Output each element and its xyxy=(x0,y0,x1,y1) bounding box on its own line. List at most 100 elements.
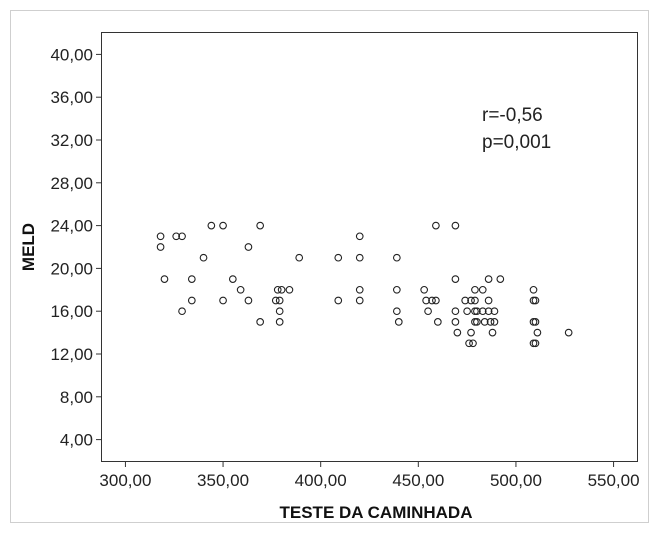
data-point xyxy=(480,318,489,326)
data-point xyxy=(156,243,165,251)
data-point xyxy=(172,232,181,241)
data-point xyxy=(451,307,460,316)
data-point xyxy=(428,296,436,305)
data-point xyxy=(199,253,208,262)
x-tick-label: 300,00 xyxy=(99,471,151,490)
data-point xyxy=(394,318,403,326)
data-point xyxy=(433,318,442,326)
data-point xyxy=(469,339,477,348)
data-point xyxy=(392,253,401,262)
x-tick-label: 550,00 xyxy=(588,471,640,490)
data-point xyxy=(277,285,286,294)
data-point xyxy=(392,285,401,294)
y-tick-label: 40,00 xyxy=(50,45,93,64)
data-point xyxy=(275,307,284,316)
y-tick-label: 36,00 xyxy=(50,88,93,107)
data-point xyxy=(160,275,169,283)
data-point xyxy=(432,221,440,230)
data-point xyxy=(451,221,460,230)
data-point xyxy=(490,307,499,316)
data-points xyxy=(156,221,573,348)
data-point xyxy=(424,307,432,316)
y-tick-label: 4,00 xyxy=(60,431,93,450)
data-point xyxy=(453,328,462,337)
data-point xyxy=(355,296,364,305)
data-point xyxy=(463,307,471,316)
data-point xyxy=(484,296,493,305)
data-point xyxy=(187,296,196,305)
correlation-annotation: r=-0,56 xyxy=(482,105,543,126)
data-point xyxy=(465,339,473,348)
data-point xyxy=(484,275,493,283)
data-point xyxy=(473,318,481,326)
data-point xyxy=(533,328,542,337)
data-point xyxy=(187,275,196,283)
data-point xyxy=(334,296,343,305)
data-point xyxy=(275,296,284,305)
data-point xyxy=(207,221,216,230)
y-tick-label: 16,00 xyxy=(50,302,93,321)
data-point xyxy=(564,328,573,337)
data-point xyxy=(156,232,165,241)
data-point xyxy=(219,296,227,305)
data-point xyxy=(451,275,460,283)
data-point xyxy=(275,318,284,326)
data-point xyxy=(420,285,429,294)
data-point xyxy=(236,285,245,294)
data-point xyxy=(531,296,540,305)
data-point xyxy=(219,221,227,230)
x-axis-title: TESTE DA CAMINHADA xyxy=(280,503,473,522)
data-point xyxy=(467,296,475,305)
data-point xyxy=(478,307,487,316)
data-point xyxy=(244,243,253,251)
y-tick-label: 32,00 xyxy=(50,131,93,150)
data-point xyxy=(273,285,282,294)
data-point xyxy=(471,285,479,294)
y-tick-label: 20,00 xyxy=(50,259,93,278)
data-point xyxy=(355,285,364,294)
data-point xyxy=(334,253,343,262)
data-point xyxy=(256,221,265,230)
plot-frame xyxy=(101,32,638,462)
data-point xyxy=(178,232,186,241)
data-point xyxy=(529,285,538,294)
x-tick-label: 400,00 xyxy=(295,471,347,490)
data-point xyxy=(244,296,253,305)
y-tick-label: 12,00 xyxy=(50,345,93,364)
data-point xyxy=(422,296,430,305)
data-point xyxy=(392,307,401,316)
data-point xyxy=(531,318,540,326)
y-axis-title: MELD xyxy=(19,223,38,271)
y-tick-label: 28,00 xyxy=(50,174,93,193)
data-point xyxy=(461,296,470,305)
x-tick-label: 500,00 xyxy=(490,471,542,490)
x-tick-label: 350,00 xyxy=(197,471,249,490)
x-tick-label: 450,00 xyxy=(392,471,444,490)
data-point xyxy=(432,296,440,305)
data-point xyxy=(488,328,497,337)
data-point xyxy=(531,339,540,348)
data-point xyxy=(295,253,304,262)
y-tick-label: 24,00 xyxy=(50,217,93,236)
y-axis: 4,00 8,00 12,00 16,00 20,00 24,00 28,00 32,00 36… xyxy=(50,45,102,450)
data-point xyxy=(271,296,280,305)
p-value-annotation: p=0,001 xyxy=(482,132,551,153)
data-point xyxy=(467,328,475,337)
outer-frame xyxy=(10,10,649,523)
data-point xyxy=(355,232,364,241)
data-point xyxy=(471,296,479,305)
x-axis: 300,00 350,00 400,00 450,00 500,00 550,00 xyxy=(99,461,640,490)
data-point xyxy=(478,285,487,294)
data-point xyxy=(490,318,499,326)
data-point xyxy=(486,318,495,326)
data-point xyxy=(256,318,265,326)
data-point xyxy=(451,318,460,326)
data-point xyxy=(178,307,186,316)
data-point xyxy=(496,275,505,283)
data-point xyxy=(473,307,481,316)
data-point xyxy=(484,307,493,316)
y-tick-label: 8,00 xyxy=(60,388,93,407)
data-point xyxy=(285,285,294,294)
